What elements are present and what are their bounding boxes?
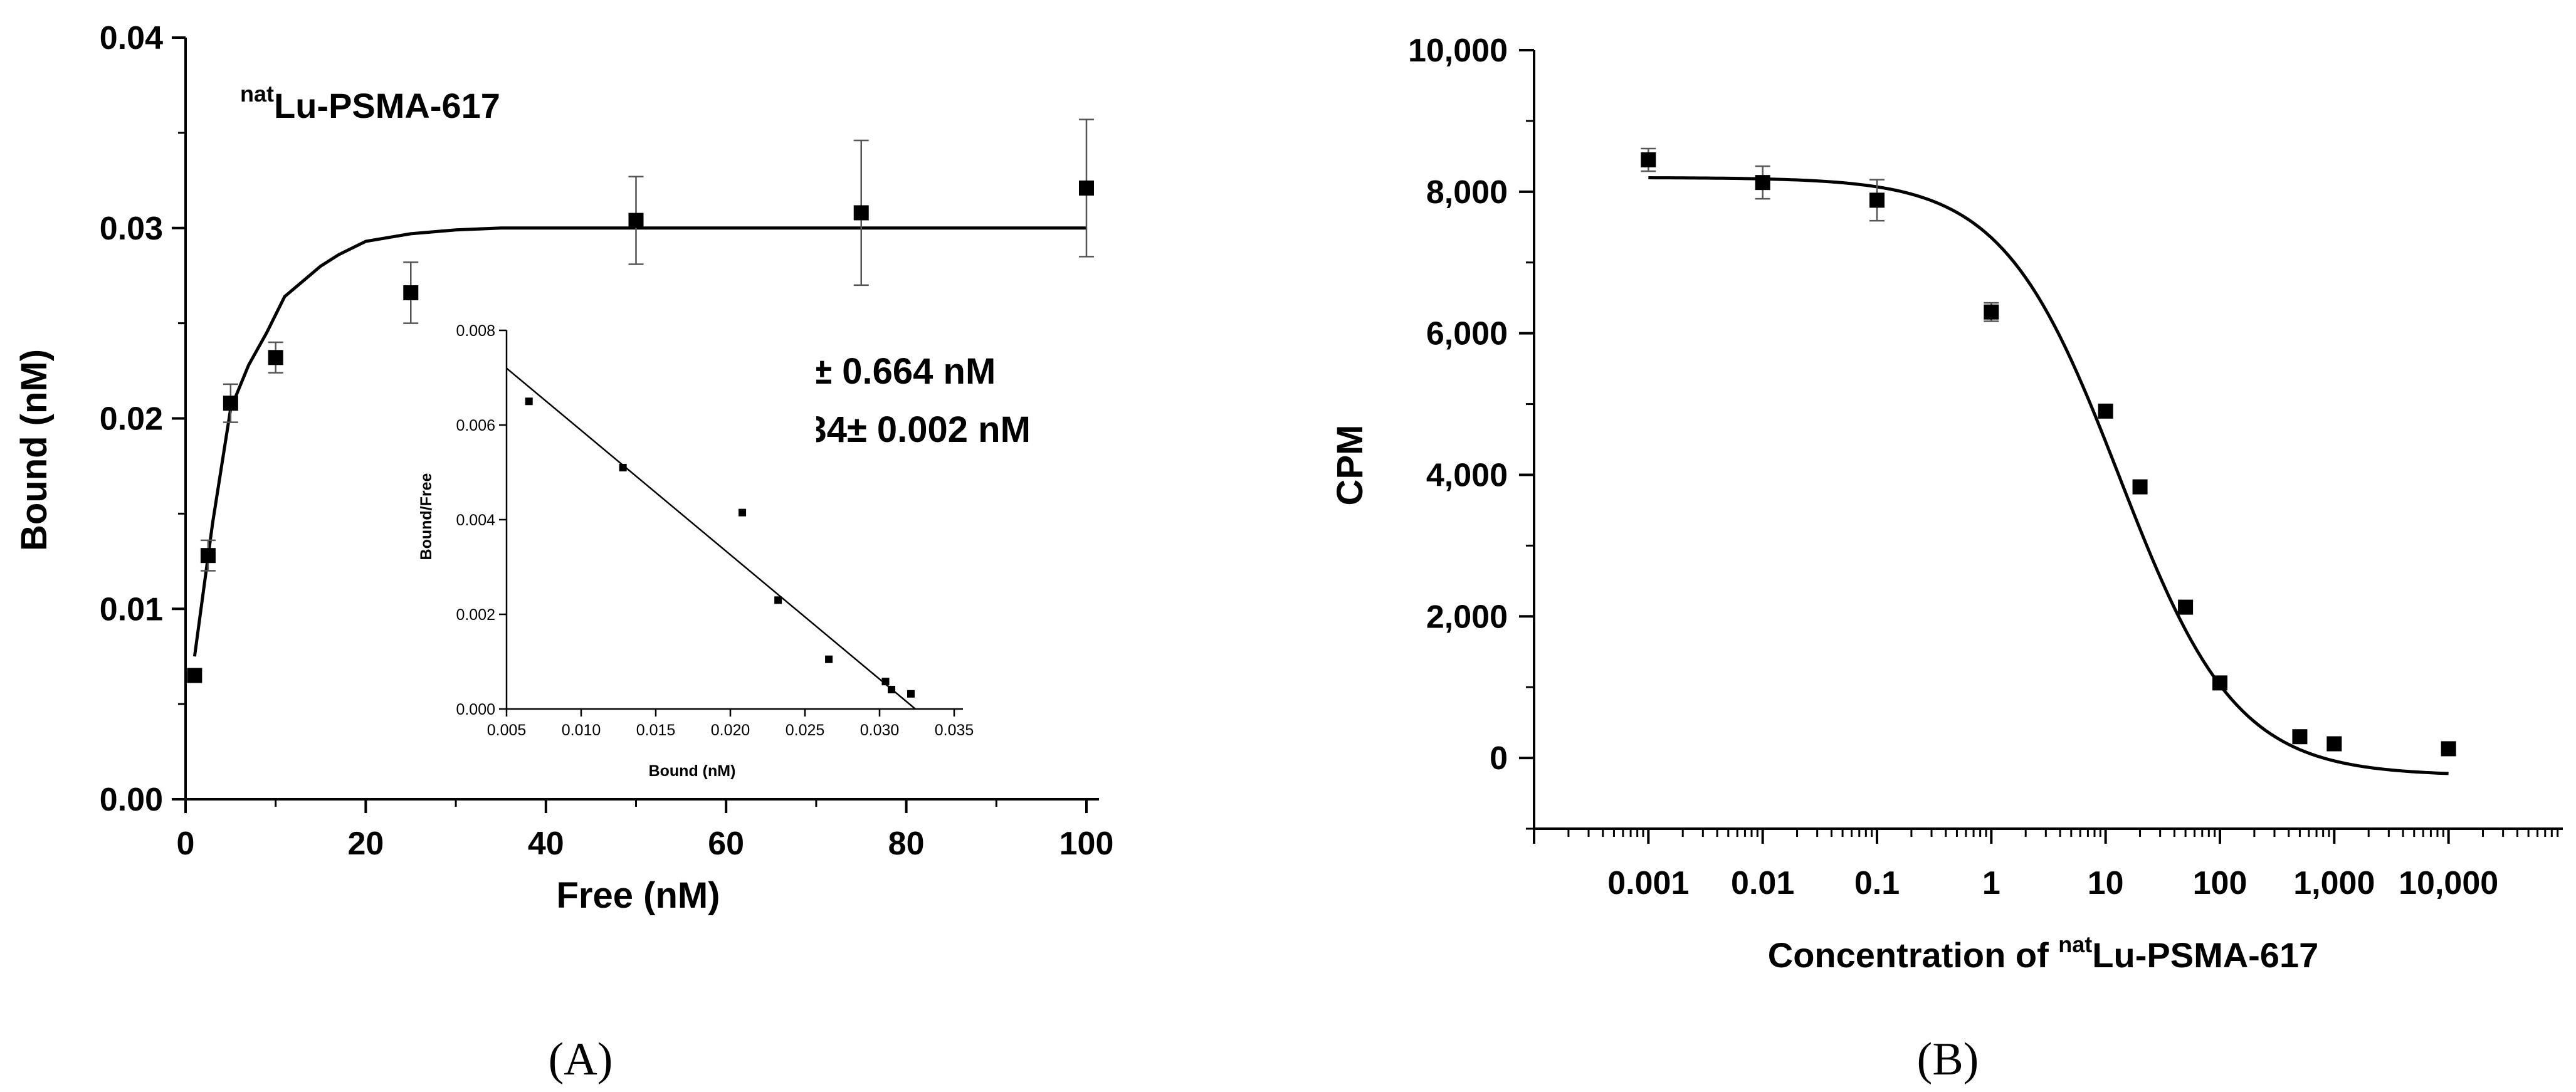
panel-a-x-tick-label: 20 [347,826,384,862]
panel-b-x-axis: 0.001 0.01 0.1 1 10 100 1,000 10,000 [1533,827,2563,901]
inset-x-tick-label: 0.015 [636,722,676,739]
panel-b-y-tick-label: 0 [1490,740,1508,777]
panel-b-label: (B) [1917,1034,1979,1085]
panel-a-data-point [223,396,238,411]
panel-b-data-point [1641,152,1656,168]
inset-y-tick-label: 0.004 [456,512,495,529]
panel-b-x-tick-label: 1,000 [2293,865,2375,901]
inset-data-point [907,690,915,698]
panel-a-data-point [268,350,283,365]
panel-a-chart: 0.00 0.01 0.02 0.03 0.04 0 20 40 60 80 100 natLu-… [14,20,1113,1085]
inset-data-points [525,397,915,698]
panel-a-y-axis-title: Bound (nM) [14,349,55,551]
panel-b-fit-line [1648,176,2449,775]
inset-data-point [619,463,627,471]
panel-b-x-tick-label: 10 [2088,865,2124,901]
panel-a-x-tick-label: 0 [177,826,195,862]
panel-b-x-title-post: Lu-PSMA-617 [2092,935,2318,975]
inset-x-tick-label: 0.005 [487,722,527,739]
panel-b-x-tick-label: 10,000 [2399,865,2498,901]
panel-a-label: (A) [549,1034,613,1085]
panel-b-x-title-pre: Concentration of [1768,935,2059,975]
panel-a-y-tick-label: 0.01 [100,591,163,627]
panel-a-x-tick-label: 80 [888,826,925,862]
inset-y-tick-label: 0.006 [456,417,495,434]
panel-a-y-axis: 0.00 0.01 0.02 0.03 0.04 [100,20,187,818]
panel-a-x-axis-title: Free (nM) [557,875,720,916]
inset-y-tick-label: 0.002 [456,606,495,624]
panel-b-y-tick-label: 8,000 [1426,174,1508,211]
panel-a-y-tick-label: 0.02 [100,401,163,438]
panel-b-x-tick-label: 0.1 [1854,865,1900,901]
inset-data-point [525,397,533,406]
inset-x-tick-label: 0.025 [786,722,825,739]
inset-axes: 0.000 0.002 0.004 0.006 0.008 0.005 0.010 0.015… [456,322,974,739]
inset-x-tick-label: 0.035 [935,722,974,739]
panel-b-data-point [1869,192,1885,208]
panel-b-data-point [2292,729,2308,745]
panel-a-y-tick-label: 0.00 [100,782,163,818]
panel-a-y-tick-label: 0.03 [100,211,163,247]
panel-b-data-point [2441,741,2456,757]
panel-b-x-tick-label: 0.01 [1731,865,1794,901]
panel-a-fit-line [192,226,1086,657]
panel-b-fit-curve [1648,176,2449,775]
panel-b-y-axis-title: CPM [1330,425,1370,506]
inset-data-point [825,655,833,663]
panel-b-y-tick-label: 10,000 [1408,33,1508,69]
panel-b-data-points [1641,147,2456,757]
panel-a-inset-chart: 0.000 0.002 0.004 0.006 0.008 0.005 0.010 0.015… [418,322,974,780]
panel-a-x-tick-label: 40 [528,826,564,862]
panel-b-x-title-sup: nat [2058,932,2092,957]
panel-a-data-point [1079,180,1094,196]
inset-x-axis-title: Bound (nM) [649,762,736,780]
panel-a-annotation-main: Lu-PSMA-617 [274,86,500,125]
panel-b-y-tick-label: 2,000 [1426,599,1508,635]
panel-a-fit-curve [192,226,1086,657]
panel-b-y-tick-label: 6,000 [1426,316,1508,352]
panel-b-data-point [2212,675,2227,691]
panel-a-data-point [200,548,216,564]
panel-b-x-tick-label: 100 [2193,865,2247,901]
inset-data-point [774,596,782,604]
inset-x-tick-label: 0.010 [562,722,601,739]
panel-a-data-point [853,205,869,221]
panel-b-data-point [2326,736,2342,752]
inset-data-point [739,508,747,517]
panel-b-chart: 0 2,000 4,000 6,000 8,000 10,000 0.001 0.01 0.1… [1330,33,2563,1085]
panel-b-x-tick-label: 1 [1982,865,2000,901]
panel-a-data-points [187,118,1094,683]
panel-b-x-tick-label: 0.001 [1607,865,1689,901]
panel-a-data-point [187,668,202,683]
inset-data-point [888,686,896,694]
panel-a-y-tick-label: 0.04 [100,20,163,56]
panel-a-data-point [628,213,644,228]
inset-fit-line [506,367,916,710]
panel-b-data-point [2178,599,2194,615]
inset-x-tick-label: 0.020 [711,722,750,739]
panel-b-data-point [2098,403,2113,419]
inset-x-tick-label: 0.030 [860,722,900,739]
panel-b-x-axis-title: Concentration of natLu-PSMA-617 [1768,932,2318,975]
panel-b-y-tick-label: 4,000 [1426,457,1508,493]
panel-a-data-point [403,285,419,301]
panel-b-data-point [1755,175,1770,191]
panel-b-data-point [2132,479,2148,495]
panel-a-x-axis: 0 20 40 60 80 100 [177,798,1114,862]
inset-fit-line [506,367,916,710]
panel-b-y-axis: 0 2,000 4,000 6,000 8,000 10,000 [1408,33,1535,830]
inset-y-axis-title: Bound/Free [418,473,435,560]
panel-a-x-tick-label: 60 [708,826,744,862]
panel-a-x-tick-label: 100 [1059,826,1114,862]
panel-b-data-point [1984,304,1999,320]
inset-y-tick-label: 0.008 [456,322,495,340]
inset-y-tick-label: 0.000 [456,701,495,718]
inset-data-point [881,678,890,686]
panel-a-annotation: natLu-PSMA-617 [240,81,500,125]
panel-a-annotation-sup: nat [240,81,274,107]
